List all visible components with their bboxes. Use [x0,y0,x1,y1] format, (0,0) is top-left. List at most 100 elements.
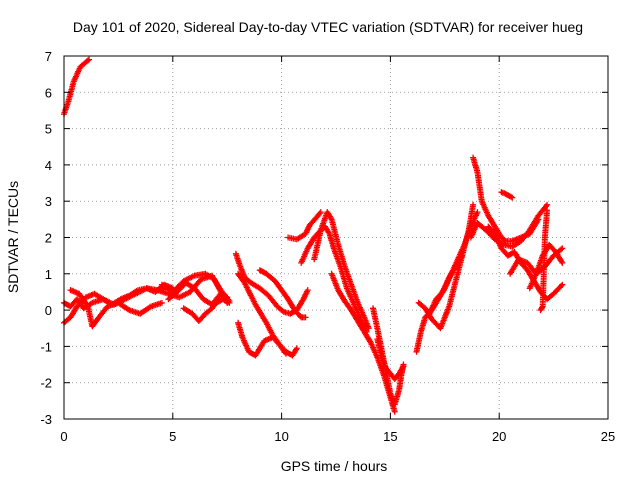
y-tick-label: 0 [45,303,52,318]
data-point-run [354,318,367,334]
data-point-run [343,285,356,305]
data-point-run [374,354,387,377]
data-point-run [415,299,427,311]
series-track-25 [498,189,516,201]
data-points [61,56,566,415]
data-point-run [328,270,341,292]
data-point-run [337,263,350,290]
data-point-run [289,346,299,359]
data-point-run [370,305,380,330]
data-point-run [452,254,465,270]
data-point-run [374,325,385,352]
axis-tick-labels: 0 5 10 15 20 25 -3 -2 -1 0 1 2 3 4 5 6 7 [40,49,615,444]
data-point-run [202,306,214,317]
data-point [158,299,165,306]
y-tick-label: -1 [40,339,52,354]
data-point-run [311,228,324,263]
data-point-run [248,279,262,291]
y-tick-label: 3 [45,194,52,209]
data-point [509,194,516,201]
series-track-13 [285,209,324,243]
data-point-run [446,279,459,310]
data-point-run [209,301,219,312]
data-point [474,209,481,216]
data-point [282,350,289,357]
data-point-run [306,215,319,228]
data-point-run [252,339,267,359]
data-point-run [77,59,89,70]
data-point-run [383,368,394,395]
series-track-17 [370,305,407,408]
series-track-22 [470,154,542,245]
data-point-run [241,274,253,285]
data-point-run [539,236,548,310]
data-point [559,281,566,288]
data-point-run [350,299,363,319]
data-point-run [313,210,323,221]
data-point-run [383,365,393,376]
data-point [293,345,300,352]
data-point [86,56,93,63]
data-point-run [180,273,196,285]
data-point-run [426,297,439,317]
y-tick-label: -2 [40,376,52,391]
data-point-run [518,259,530,272]
data-point-run [328,216,341,247]
data-point-run [361,328,373,345]
series-track-21 [426,252,466,317]
data-point-run [335,287,347,303]
data-point-run [491,230,504,250]
data-point-run [302,223,313,237]
data-point-run [126,288,140,299]
data-point-run [541,209,550,241]
data-point-run [348,281,361,305]
data-point-run [341,298,354,312]
data-point-run [509,239,523,250]
data-point-run [89,315,101,330]
data-point-run [474,220,488,233]
y-tick-label: 4 [45,158,52,173]
axis-ticks [63,55,609,420]
data-point-run [552,249,565,265]
data-point [559,245,566,252]
data-point-run [176,289,192,301]
series-track-04 [67,287,165,330]
y-tick-label: -3 [40,412,52,427]
data-point-run [252,301,269,325]
data-point [304,287,311,294]
data-point-run [474,169,485,203]
y-tick-label: 6 [45,85,52,100]
data-point-run [526,272,539,292]
data-point [226,299,233,306]
series-track-12 [256,267,309,321]
data-point [365,325,372,332]
data-point [400,363,407,370]
data-point-run [413,330,424,355]
x-tick-label: 5 [169,429,176,444]
series-track-09 [232,250,311,317]
data-point-run [235,270,247,285]
data-point-run [76,290,90,309]
data-point-run [115,299,131,313]
data-point-run [298,247,310,266]
data-point-run [91,290,105,302]
data-point-run [546,241,558,254]
data-point-run [374,336,385,359]
data-point-run [300,288,310,303]
data-point-run [544,291,556,303]
x-tick-label: 0 [60,429,67,444]
data-point-run [219,296,232,306]
data-point-run [498,234,508,244]
data-point-run [507,257,521,277]
data-point-run [278,287,291,301]
data-point-run [367,339,380,359]
series-track-16 [328,270,398,415]
data-point-run [67,304,80,321]
data-point [559,259,566,266]
data-point-run [478,198,491,218]
chart-title: Day 101 of 2020, Sidereal Day-to-day VTE… [73,19,583,35]
data-point [317,209,324,216]
data-point-run [246,348,258,358]
data-point-run [354,299,367,319]
data-point-run [137,304,153,317]
